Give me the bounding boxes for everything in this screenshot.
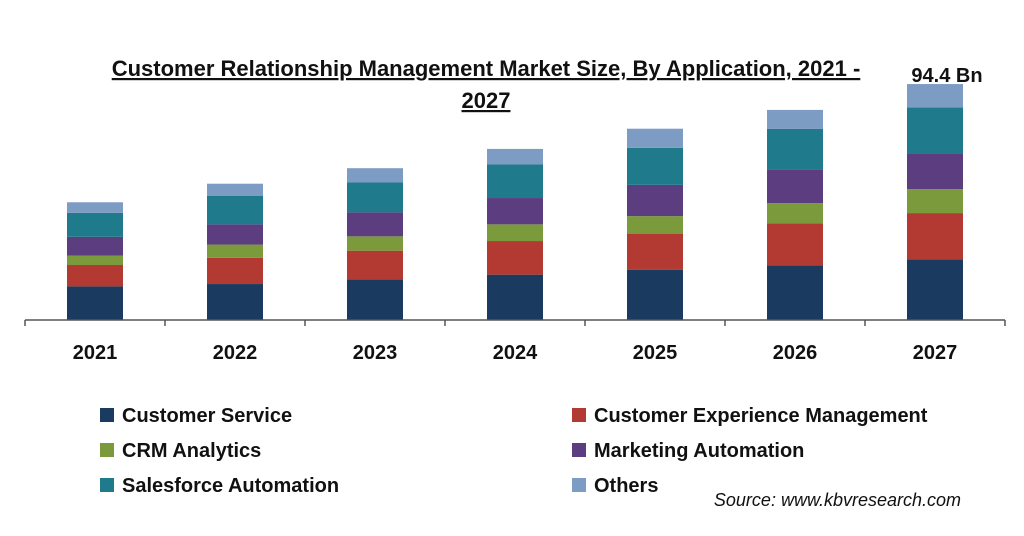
x-axis-ticks [24, 320, 1006, 326]
bar-2022-customer-experience-management [207, 257, 263, 285]
legend-item-customer-experience-management: Customer Experience Management [572, 405, 928, 427]
bar-2024-others [487, 148, 543, 165]
x-tick-label-2025: 2025 [633, 342, 678, 364]
bar-2026-customer-experience-management [767, 223, 823, 266]
bar-2025-salesforce-automation [627, 147, 683, 185]
legend-swatch-customer-experience-management [572, 408, 586, 422]
legend-label-marketing-automation: Marketing Automation [594, 440, 804, 462]
chart-title-line-1: Customer Relationship Management Market … [112, 56, 861, 81]
bar-2021-customer-service [67, 286, 123, 320]
x-tick-label-2027: 2027 [913, 342, 958, 364]
total-annotation-2027: 94.4 Bn [911, 65, 982, 87]
chart-title-line-2: 2027 [462, 88, 511, 113]
legend-swatch-crm-analytics [100, 443, 114, 457]
bar-2026-crm-analytics [767, 203, 823, 224]
legend-item-customer-service: Customer Service [100, 405, 292, 427]
x-tick-label-2022: 2022 [213, 342, 258, 364]
x-tick-label-2021: 2021 [73, 342, 118, 364]
bar-2025-marketing-automation [627, 184, 683, 217]
legend: Customer Service CRM Analytics Salesforce … [100, 405, 928, 497]
bar-2023-marketing-automation [347, 212, 403, 237]
legend-item-others: Others [572, 475, 658, 497]
legend-item-crm-analytics: CRM Analytics [100, 440, 261, 462]
bar-2021-marketing-automation [67, 236, 123, 256]
bar-2027-marketing-automation [907, 153, 963, 190]
bar-2027-customer-service [907, 259, 963, 320]
bar-2026-marketing-automation [767, 169, 823, 204]
bar-2023-customer-experience-management [347, 250, 403, 280]
x-axis-tick-labels: 2021 2022 2023 2024 2025 2026 2027 [73, 342, 958, 364]
bar-2027-others [907, 84, 963, 108]
bar-2024-customer-experience-management [487, 241, 543, 275]
bar-2027-crm-analytics [907, 189, 963, 214]
legend-label-customer-service: Customer Service [122, 405, 292, 427]
bar-2024-salesforce-automation [487, 164, 543, 199]
bar-2022-crm-analytics [207, 244, 263, 258]
bar-2022-customer-service [207, 284, 263, 320]
bar-2024-marketing-automation [487, 198, 543, 225]
bar-2023-salesforce-automation [347, 182, 403, 213]
bar-2023-others [347, 168, 403, 183]
bar-2023-crm-analytics [347, 236, 403, 251]
bars [67, 84, 963, 320]
bar-2027-salesforce-automation [907, 107, 963, 154]
bar-2026-others [767, 109, 823, 129]
bar-2021-crm-analytics [67, 255, 123, 266]
bar-2025-customer-experience-management [627, 233, 683, 270]
bar-2021-salesforce-automation [67, 212, 123, 237]
bar-2025-others [627, 128, 683, 148]
bar-2024-customer-service [487, 274, 543, 320]
bar-2021-others [67, 202, 123, 213]
bar-2021-customer-experience-management [67, 265, 123, 287]
legend-swatch-marketing-automation [572, 443, 586, 457]
bar-2025-crm-analytics [627, 216, 683, 234]
bar-2023-customer-service [347, 279, 403, 320]
legend-label-crm-analytics: CRM Analytics [122, 440, 261, 462]
legend-label-customer-experience-management: Customer Experience Management [594, 405, 928, 427]
bar-2022-others [207, 183, 263, 196]
chart-title: Customer Relationship Management Market … [112, 56, 861, 113]
source-text: Source: www.kbvresearch.com [714, 490, 961, 510]
x-tick-label-2026: 2026 [773, 342, 818, 364]
bar-2022-marketing-automation [207, 224, 263, 245]
legend-swatch-customer-service [100, 408, 114, 422]
legend-item-marketing-automation: Marketing Automation [572, 440, 804, 462]
x-tick-label-2024: 2024 [493, 342, 538, 364]
bar-2024-crm-analytics [487, 224, 543, 242]
legend-label-salesforce-automation: Salesforce Automation [122, 475, 339, 497]
x-tick-label-2023: 2023 [353, 342, 398, 364]
legend-swatch-salesforce-automation [100, 478, 114, 492]
bar-2026-salesforce-automation [767, 128, 823, 170]
legend-item-salesforce-automation: Salesforce Automation [100, 475, 339, 497]
bar-2025-customer-service [627, 269, 683, 320]
bar-2026-customer-service [767, 265, 823, 320]
legend-label-others: Others [594, 475, 658, 497]
bar-2022-salesforce-automation [207, 195, 263, 225]
legend-swatch-others [572, 478, 586, 492]
bar-2027-customer-experience-management [907, 213, 963, 260]
